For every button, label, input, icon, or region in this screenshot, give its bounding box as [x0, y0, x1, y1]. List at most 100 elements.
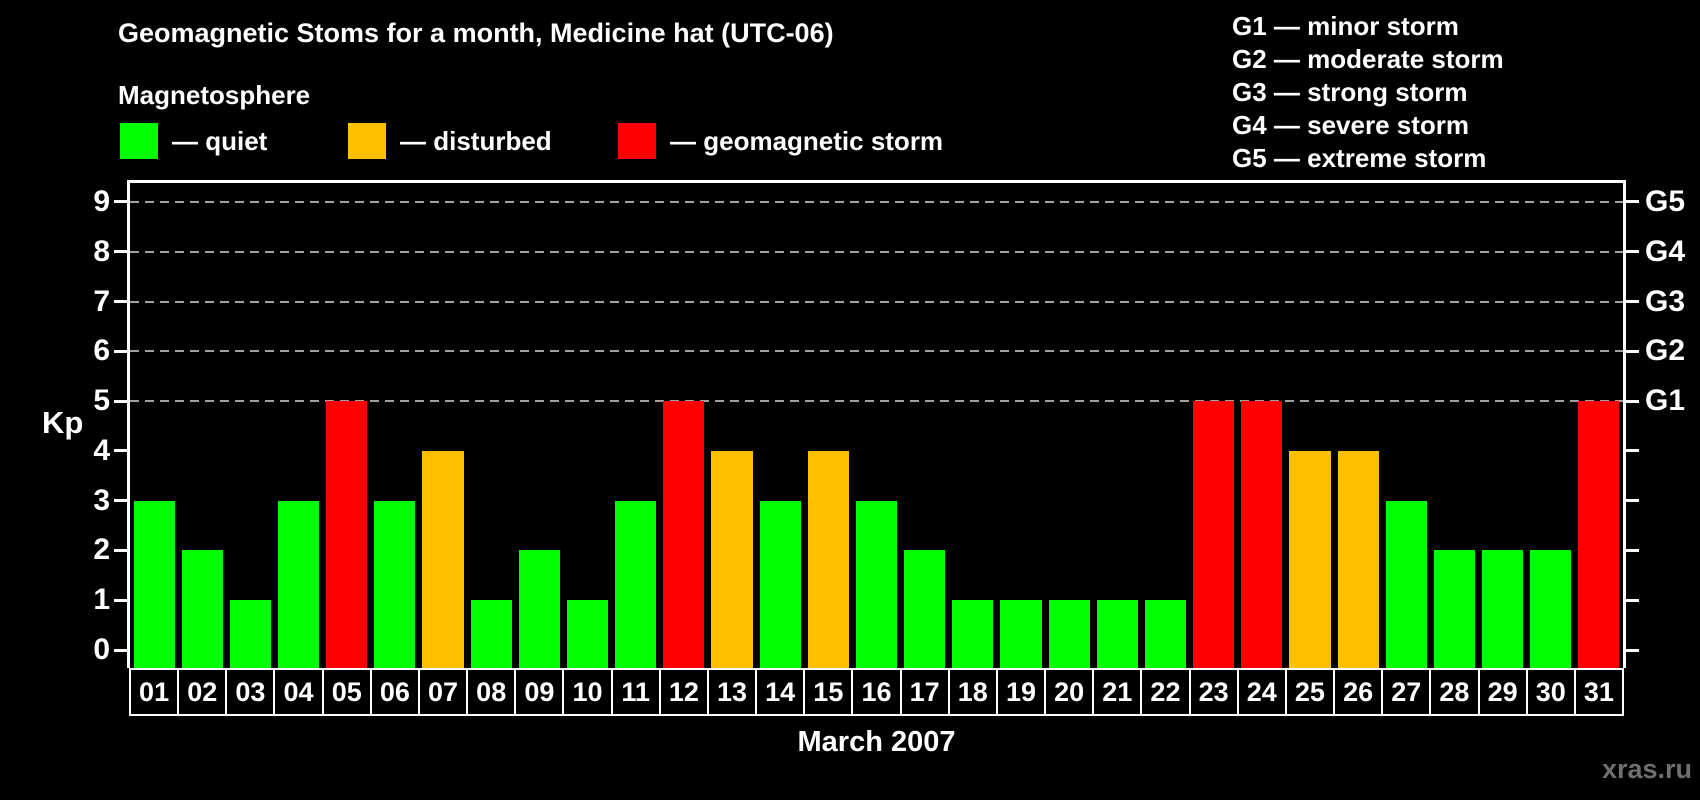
kp-bar-day-21	[1096, 600, 1138, 668]
g-legend-line-2: G2 — moderate storm	[1232, 44, 1504, 74]
gridline-kp-7	[130, 300, 1623, 303]
legend-swatch-storm	[618, 123, 656, 159]
legend-item-storm: — geomagnetic storm	[618, 121, 943, 161]
day-label-23: 23	[1188, 668, 1239, 716]
kp-bar-day-06	[374, 500, 416, 668]
y-axis-tick-left	[114, 399, 127, 403]
legend-item-quiet: — quiet	[120, 121, 267, 161]
y-axis-tick-right	[1626, 648, 1639, 652]
watermark: xras.ru	[1601, 754, 1692, 784]
kp-bar-day-27	[1385, 500, 1427, 668]
day-label-10: 10	[562, 668, 613, 716]
kp-bar-day-13	[711, 450, 753, 668]
kp-bar-day-05	[326, 401, 368, 668]
gridline-kp-9	[130, 200, 1623, 203]
y-axis-tick-right	[1626, 499, 1639, 503]
legend-swatch-quiet	[120, 123, 158, 159]
legend-label-storm: — geomagnetic storm	[670, 125, 944, 156]
kp-bar-day-01	[133, 500, 175, 668]
y-axis-tick-label: 7	[93, 284, 110, 318]
day-label-01: 01	[129, 668, 180, 716]
kp-bar-day-29	[1482, 550, 1524, 668]
y-axis-title: Kp	[42, 405, 84, 440]
kp-bar-day-08	[470, 600, 512, 668]
day-label-07: 07	[417, 668, 469, 716]
g-legend-line-4: G4 — severe storm	[1232, 110, 1470, 140]
kp-bar-day-04	[277, 500, 320, 668]
g-axis-label-g4: G4	[1645, 234, 1686, 268]
g-scale-legend: G1 — minor storm G2 — moderate storm G3 — …	[1232, 10, 1504, 175]
day-label-06: 06	[369, 668, 420, 716]
kp-bar-day-30	[1530, 550, 1572, 668]
kp-bar-day-20	[1048, 600, 1090, 668]
y-axis-tick-left	[114, 449, 127, 453]
kp-bar-day-15	[807, 450, 849, 668]
legend-label-disturbed: — disturbed	[400, 125, 552, 156]
g-axis-label-g3: G3	[1645, 284, 1686, 318]
kp-bar-day-14	[759, 500, 801, 668]
kp-bar-day-22	[1144, 600, 1187, 668]
g-axis-label-g2: G2	[1645, 334, 1686, 368]
plot-area	[127, 180, 1626, 668]
day-label-04: 04	[273, 668, 324, 716]
legend-item-disturbed: — disturbed	[348, 121, 552, 161]
day-label-18: 18	[947, 668, 998, 716]
kp-bar-day-03	[229, 600, 271, 668]
gridline-kp-5	[130, 400, 1623, 403]
day-label-22: 22	[1140, 668, 1191, 716]
day-label-24: 24	[1236, 668, 1287, 716]
kp-bar-day-24	[1241, 401, 1283, 668]
y-axis-tick-right	[1626, 250, 1639, 254]
kp-bar-day-31	[1578, 401, 1620, 668]
y-axis-tick-label: 3	[93, 483, 110, 517]
y-axis-tick-right	[1626, 349, 1639, 353]
y-axis-tick-left	[114, 598, 127, 602]
y-axis-tick-label: 0	[93, 633, 110, 666]
legend-swatch-disturbed	[348, 123, 386, 159]
y-axis-tick-label: 6	[93, 334, 110, 368]
y-axis-tick-left	[114, 648, 127, 652]
g-axis-label-g5: G5	[1645, 184, 1686, 218]
y-axis-tick-left	[114, 349, 127, 353]
g-legend-line-3: G3 — strong storm	[1232, 77, 1468, 107]
y-axis-tick-right	[1626, 548, 1639, 552]
kp-bar-day-23	[1193, 401, 1235, 668]
y-axis-tick-right	[1626, 449, 1639, 453]
day-label-29: 29	[1477, 668, 1528, 716]
kp-bar-day-18	[952, 600, 994, 668]
y-axis-tick-label: 5	[93, 384, 110, 418]
y-axis-tick-right	[1626, 598, 1639, 602]
y-axis-tick-label: 4	[93, 433, 110, 467]
y-axis-tick-left	[114, 499, 127, 503]
day-label-27: 27	[1381, 668, 1432, 716]
y-axis-tick-label: 9	[93, 184, 110, 218]
kp-bar-day-19	[1000, 600, 1042, 668]
kp-bar-day-17	[904, 550, 946, 668]
y-axis-tick-label: 2	[93, 533, 110, 567]
kp-bar-day-25	[1289, 450, 1331, 668]
day-label-20: 20	[1044, 668, 1095, 716]
magnetosphere-legend-heading: Magnetosphere	[118, 80, 311, 110]
gridline-kp-8	[130, 250, 1623, 253]
day-label-21: 21	[1092, 668, 1143, 716]
g-axis-label-g1: G1	[1645, 384, 1686, 418]
chart-title: Geomagnetic Stoms for a month, Medicine …	[118, 18, 834, 48]
y-axis-tick-left	[114, 250, 127, 254]
kp-bar-day-12	[663, 401, 705, 668]
kp-bar-day-09	[518, 550, 560, 668]
day-label-08: 08	[466, 668, 517, 716]
kp-bar-day-16	[855, 500, 898, 668]
day-label-14: 14	[755, 668, 806, 716]
day-label-15: 15	[803, 668, 854, 716]
day-label-13: 13	[706, 668, 758, 716]
day-label-12: 12	[658, 668, 709, 716]
kp-bar-day-26	[1337, 450, 1379, 668]
y-axis-tick-left	[114, 548, 127, 552]
y-axis-tick-label: 1	[93, 583, 110, 617]
day-label-17: 17	[899, 668, 950, 716]
kp-bar-day-07	[422, 450, 464, 668]
day-label-28: 28	[1429, 668, 1480, 716]
g-legend-line-5: G5 — extreme storm	[1232, 143, 1487, 173]
day-label-19: 19	[995, 668, 1047, 716]
